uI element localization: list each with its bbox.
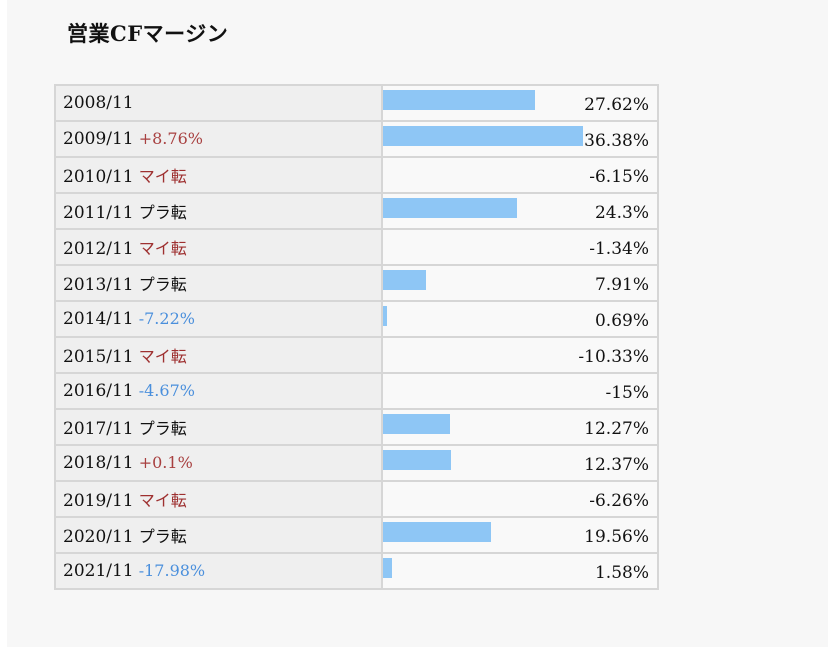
period-cell: 2012/11 マイ転 xyxy=(54,228,383,266)
change-label: +0.1% xyxy=(133,453,193,472)
period-cell: 2018/11 +0.1% xyxy=(54,444,383,482)
value-cell: 12.27% xyxy=(381,408,659,446)
change-label: -17.98% xyxy=(133,561,206,580)
value-cell: -10.33% xyxy=(381,336,659,374)
value-bar xyxy=(383,270,426,290)
table-row: 2008/11 27.62% xyxy=(54,84,659,122)
period-label: 2015/11 xyxy=(63,347,134,367)
value-cell: 19.56% xyxy=(381,516,659,554)
period-label: 2018/11 xyxy=(63,453,134,473)
value-bar xyxy=(383,126,583,146)
table-row: 2018/11 +0.1% 12.37% xyxy=(54,444,659,482)
change-label: プラ転 xyxy=(133,203,187,222)
table-row: 2017/11 プラ転 12.27% xyxy=(54,408,659,446)
value-cell: 24.3% xyxy=(381,192,659,230)
chart-title: 営業CFマージン xyxy=(67,21,229,46)
value-label: 27.62% xyxy=(584,95,649,115)
cf-table-body: 2008/11 27.62% 2009/11 +8.76% 36.38% 2010/11… xyxy=(54,84,659,590)
value-label: 1.58% xyxy=(594,563,649,583)
table-row: 2010/11 マイ転 -6.15% xyxy=(54,156,659,194)
value-label: 19.56% xyxy=(584,527,649,547)
change-label: +8.76% xyxy=(133,129,203,148)
period-cell: 2019/11 マイ転 xyxy=(54,480,383,518)
value-label: 0.69% xyxy=(594,311,649,331)
period-label: 2014/11 xyxy=(63,309,134,329)
value-label: 12.37% xyxy=(584,455,649,475)
value-label: -1.34% xyxy=(589,239,649,259)
period-label: 2009/11 xyxy=(63,129,134,149)
period-label: 2013/11 xyxy=(63,275,134,295)
value-cell: 1.58% xyxy=(381,552,659,590)
period-cell: 2011/11 プラ転 xyxy=(54,192,383,230)
value-label: 24.3% xyxy=(594,203,649,223)
value-label: -6.26% xyxy=(589,491,649,511)
value-cell: 12.37% xyxy=(381,444,659,482)
change-label: マイ転 xyxy=(133,347,187,366)
period-label: 2011/11 xyxy=(63,203,134,223)
value-cell: 7.91% xyxy=(381,264,659,302)
value-cell: 36.38% xyxy=(381,120,659,158)
table-row: 2020/11 プラ転 19.56% xyxy=(54,516,659,554)
period-label: 2016/11 xyxy=(63,381,134,401)
period-label: 2020/11 xyxy=(63,527,134,547)
value-label: -15% xyxy=(605,383,649,403)
change-label: マイ転 xyxy=(133,239,187,258)
change-label: プラ転 xyxy=(133,419,187,438)
value-label: 12.27% xyxy=(584,419,649,439)
period-label: 2021/11 xyxy=(63,561,134,581)
value-bar xyxy=(383,414,450,434)
table-row: 2009/11 +8.76% 36.38% xyxy=(54,120,659,158)
value-cell: -1.34% xyxy=(381,228,659,266)
value-bar xyxy=(383,450,451,470)
period-label: 2010/11 xyxy=(63,167,134,187)
value-label: 36.38% xyxy=(584,131,649,151)
period-cell: 2010/11 マイ転 xyxy=(54,156,383,194)
cf-margin-table: 2008/11 27.62% 2009/11 +8.76% 36.38% 2010/11… xyxy=(54,84,659,590)
value-bar xyxy=(383,306,387,326)
period-cell: 2013/11 プラ転 xyxy=(54,264,383,302)
period-cell: 2008/11 xyxy=(54,84,383,122)
chart-panel: 営業CFマージン 2008/11 27.62% 2009/11 +8.76% 36.3… xyxy=(7,0,828,647)
period-label: 2019/11 xyxy=(63,491,134,511)
value-bar xyxy=(383,198,517,218)
period-cell: 2021/11 -17.98% xyxy=(54,552,383,590)
table-row: 2019/11 マイ転 -6.26% xyxy=(54,480,659,518)
value-label: 7.91% xyxy=(594,275,649,295)
table-row: 2021/11 -17.98% 1.58% xyxy=(54,552,659,590)
change-label: -4.67% xyxy=(133,381,195,400)
table-row: 2014/11 -7.22% 0.69% xyxy=(54,300,659,338)
table-row: 2013/11 プラ転 7.91% xyxy=(54,264,659,302)
period-cell: 2017/11 プラ転 xyxy=(54,408,383,446)
table-row: 2015/11 マイ転 -10.33% xyxy=(54,336,659,374)
value-cell: -6.15% xyxy=(381,156,659,194)
period-cell: 2016/11 -4.67% xyxy=(54,372,383,410)
value-cell: 0.69% xyxy=(381,300,659,338)
period-label: 2017/11 xyxy=(63,419,134,439)
period-cell: 2009/11 +8.76% xyxy=(54,120,383,158)
value-label: -6.15% xyxy=(589,167,649,187)
period-label: 2012/11 xyxy=(63,239,134,259)
table-row: 2011/11 プラ転 24.3% xyxy=(54,192,659,230)
value-label: -10.33% xyxy=(578,347,649,367)
period-label: 2008/11 xyxy=(63,93,134,113)
value-cell: -6.26% xyxy=(381,480,659,518)
change-label: プラ転 xyxy=(133,527,187,546)
change-label: マイ転 xyxy=(133,167,187,186)
value-bar xyxy=(383,522,491,542)
period-cell: 2015/11 マイ転 xyxy=(54,336,383,374)
change-label: -7.22% xyxy=(133,309,195,328)
period-cell: 2014/11 -7.22% xyxy=(54,300,383,338)
table-row: 2012/11 マイ転 -1.34% xyxy=(54,228,659,266)
change-label: マイ転 xyxy=(133,491,187,510)
value-cell: -15% xyxy=(381,372,659,410)
value-bar xyxy=(383,558,392,578)
period-cell: 2020/11 プラ転 xyxy=(54,516,383,554)
change-label: プラ転 xyxy=(133,275,187,294)
value-cell: 27.62% xyxy=(381,84,659,122)
table-row: 2016/11 -4.67% -15% xyxy=(54,372,659,410)
value-bar xyxy=(383,90,535,110)
